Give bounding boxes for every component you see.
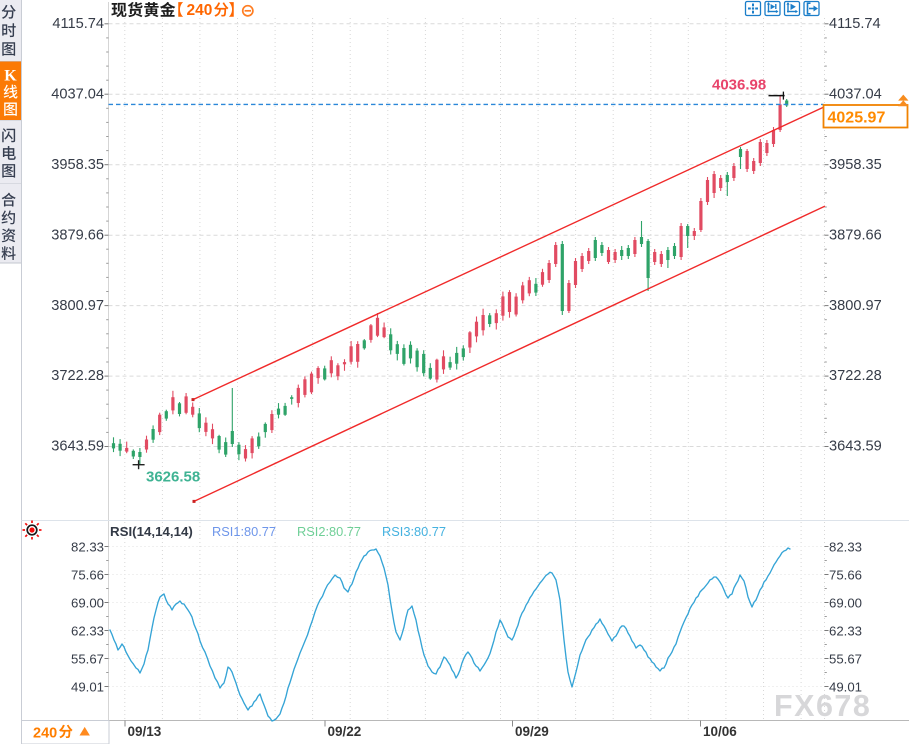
svg-text:240: 240 bbox=[33, 726, 57, 742]
svg-text:4025.97: 4025.97 bbox=[828, 109, 886, 126]
svg-text:55.67: 55.67 bbox=[71, 651, 104, 666]
svg-text:4036.98: 4036.98 bbox=[712, 77, 766, 94]
svg-text:3800.97: 3800.97 bbox=[829, 298, 882, 314]
svg-text:75.66: 75.66 bbox=[829, 567, 862, 582]
svg-text:3643.59: 3643.59 bbox=[51, 439, 104, 455]
svg-text:55.67: 55.67 bbox=[829, 651, 862, 666]
svg-text:3800.97: 3800.97 bbox=[51, 298, 104, 314]
svg-text:3879.66: 3879.66 bbox=[829, 227, 882, 243]
svg-text:RSI1:80.77: RSI1:80.77 bbox=[212, 524, 276, 539]
svg-text:3958.35: 3958.35 bbox=[51, 157, 104, 173]
svg-text:3958.35: 3958.35 bbox=[829, 157, 882, 173]
svg-text:RSI3:80.77: RSI3:80.77 bbox=[382, 524, 446, 539]
svg-text:09/22: 09/22 bbox=[328, 724, 362, 739]
svg-text:75.66: 75.66 bbox=[71, 567, 104, 582]
svg-text:10/06: 10/06 bbox=[703, 724, 737, 739]
svg-text:RSI(14,14,14): RSI(14,14,14) bbox=[110, 524, 193, 539]
svg-text:49.01: 49.01 bbox=[71, 679, 104, 694]
svg-text:69.00: 69.00 bbox=[829, 595, 862, 610]
svg-text:49.01: 49.01 bbox=[829, 679, 862, 694]
svg-text:69.00: 69.00 bbox=[71, 595, 104, 610]
svg-text:3722.28: 3722.28 bbox=[829, 368, 882, 384]
svg-text:3722.28: 3722.28 bbox=[51, 368, 104, 384]
svg-text:3643.59: 3643.59 bbox=[829, 439, 882, 455]
svg-text:4037.04: 4037.04 bbox=[829, 87, 882, 103]
svg-text:240: 240 bbox=[187, 2, 213, 19]
svg-text:82.33: 82.33 bbox=[829, 539, 862, 554]
svg-text:82.33: 82.33 bbox=[71, 539, 104, 554]
svg-text:4037.04: 4037.04 bbox=[51, 87, 104, 103]
svg-text:K: K bbox=[4, 68, 17, 85]
svg-text:4115.74: 4115.74 bbox=[829, 16, 881, 32]
svg-text:62.33: 62.33 bbox=[71, 623, 104, 638]
svg-text:4115.74: 4115.74 bbox=[52, 16, 104, 32]
svg-text:RSI2:80.77: RSI2:80.77 bbox=[297, 524, 361, 539]
svg-text:FX678: FX678 bbox=[774, 689, 871, 723]
svg-text:09/29: 09/29 bbox=[515, 724, 549, 739]
svg-text:3626.58: 3626.58 bbox=[146, 469, 200, 486]
svg-text:09/13: 09/13 bbox=[128, 724, 162, 739]
svg-text:62.33: 62.33 bbox=[829, 623, 862, 638]
svg-text:3879.66: 3879.66 bbox=[51, 227, 104, 243]
